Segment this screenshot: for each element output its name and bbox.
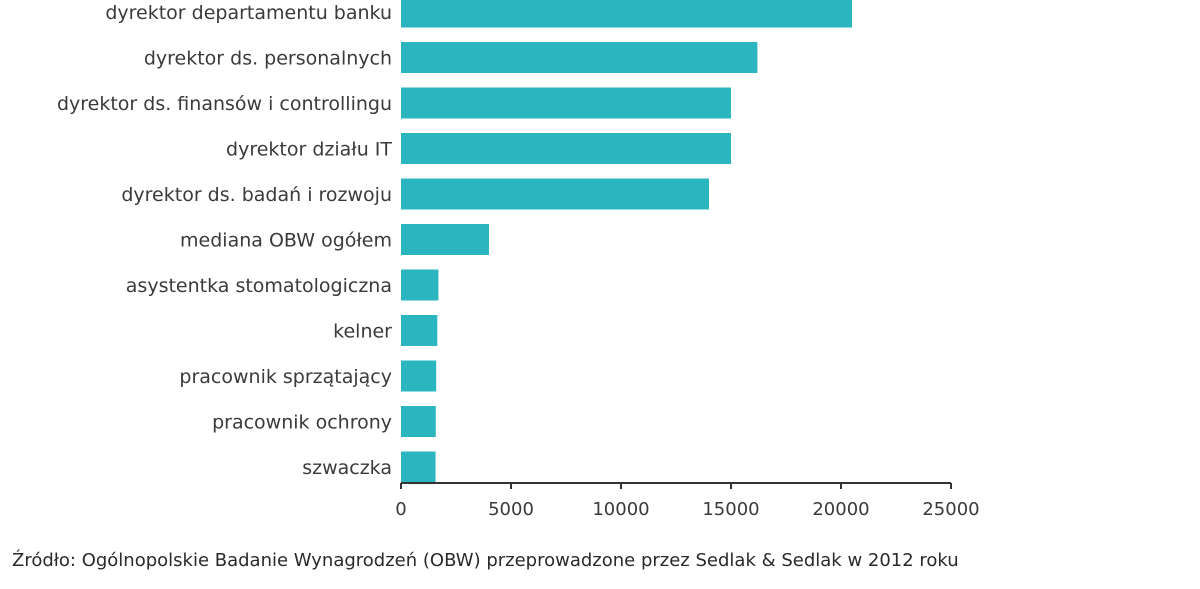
category-label-5: mediana OBW ogółem	[180, 230, 392, 252]
bar-9	[401, 406, 436, 437]
category-label-8: pracownik sprzątający	[179, 366, 392, 388]
source-note: Źródło: Ogólnopolskie Badanie Wynagrodze…	[12, 550, 959, 571]
category-label-6: asystentka stomatologiczna	[126, 275, 392, 297]
bar-1	[401, 42, 758, 73]
x-tick-label-4: 20000	[812, 499, 869, 520]
category-label-4: dyrektor ds. badań i rozwoju	[121, 184, 392, 206]
category-label-1: dyrektor ds. personalnych	[144, 48, 392, 70]
x-tick-label-2: 10000	[592, 499, 649, 520]
category-label-10: szwaczka	[302, 457, 392, 479]
bar-7	[401, 315, 438, 346]
bar-10	[401, 451, 436, 483]
bar-8	[401, 360, 437, 392]
bar-5	[401, 224, 489, 255]
category-label-9: pracownik ochrony	[212, 412, 392, 434]
x-tick-label-0: 0	[395, 499, 406, 520]
x-tick-label-5: 25000	[922, 499, 979, 520]
bar-3	[401, 133, 731, 164]
category-label-2: dyrektor ds. finansów i controllingu	[57, 93, 392, 115]
category-label-7: kelner	[333, 321, 392, 343]
bar-2	[401, 87, 731, 119]
bar-0	[401, 0, 852, 28]
x-tick-label-3: 15000	[702, 499, 759, 520]
category-label-3: dyrektor działu IT	[226, 139, 392, 161]
bar-6	[401, 269, 439, 301]
bar-chart: dyrektor departamentu banku dyrektor ds. …	[57, 0, 980, 520]
x-tick-label-1: 5000	[488, 499, 534, 520]
category-label-0: dyrektor departamentu banku	[105, 2, 392, 24]
bar-4	[401, 178, 709, 210]
